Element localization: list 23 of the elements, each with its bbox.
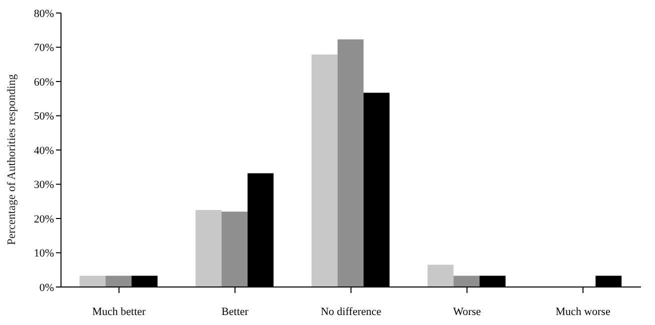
bar <box>428 264 454 287</box>
bar <box>312 54 338 287</box>
x-tick-label: Much better <box>92 306 146 318</box>
y-tick-label: 50% <box>34 110 54 123</box>
bar <box>222 212 248 287</box>
y-tick-label: 20% <box>34 213 54 226</box>
y-tick-label: 30% <box>34 179 54 192</box>
y-tick-label: 40% <box>34 144 54 157</box>
bar <box>196 210 222 287</box>
x-tick-label: Worse <box>453 306 482 318</box>
bar <box>80 276 106 287</box>
bar <box>338 39 364 287</box>
y-axis-title: Percentage of Authorities responding <box>6 74 18 245</box>
y-tick-label: 10% <box>34 248 54 260</box>
y-tick-label: 60% <box>34 76 54 88</box>
bar <box>106 276 132 287</box>
y-tick-label: 70% <box>34 42 54 54</box>
y-tick-label: 0% <box>39 282 54 294</box>
x-tick-label: Much worse <box>556 306 610 318</box>
y-tick-label: 80% <box>34 8 54 20</box>
bar <box>454 276 480 287</box>
x-tick-label: No difference <box>320 306 382 318</box>
x-tick-label: Better <box>222 306 249 318</box>
